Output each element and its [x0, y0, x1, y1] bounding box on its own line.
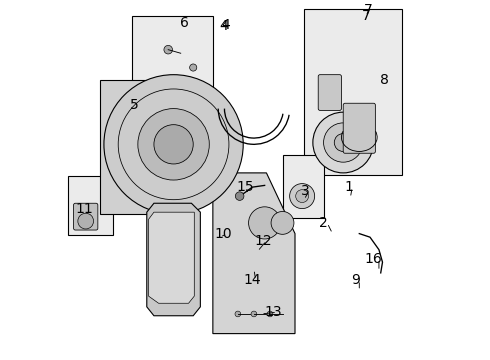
- Polygon shape: [213, 173, 295, 334]
- Text: 16: 16: [365, 252, 383, 266]
- Circle shape: [313, 112, 373, 173]
- Text: 4: 4: [221, 18, 230, 32]
- Circle shape: [235, 192, 244, 201]
- Text: 15: 15: [236, 180, 254, 194]
- Text: 9: 9: [351, 273, 360, 287]
- Text: 5: 5: [130, 98, 139, 112]
- Text: 8: 8: [380, 73, 389, 87]
- Circle shape: [104, 75, 243, 214]
- Circle shape: [190, 64, 197, 71]
- Circle shape: [248, 207, 281, 239]
- Circle shape: [78, 213, 94, 229]
- Text: 2: 2: [319, 216, 328, 230]
- Circle shape: [138, 109, 209, 180]
- Circle shape: [267, 311, 273, 317]
- Circle shape: [290, 184, 315, 208]
- Circle shape: [323, 123, 363, 162]
- Text: 12: 12: [254, 234, 271, 248]
- Text: 6: 6: [180, 16, 189, 30]
- FancyBboxPatch shape: [100, 80, 168, 214]
- FancyBboxPatch shape: [74, 203, 98, 230]
- FancyBboxPatch shape: [304, 9, 402, 175]
- Polygon shape: [147, 203, 200, 316]
- Circle shape: [334, 134, 352, 152]
- Text: 7: 7: [364, 3, 372, 17]
- Text: 3: 3: [301, 184, 310, 198]
- Circle shape: [271, 211, 294, 234]
- Text: 13: 13: [265, 305, 282, 319]
- FancyBboxPatch shape: [318, 75, 342, 111]
- Text: 1: 1: [344, 180, 353, 194]
- FancyBboxPatch shape: [68, 176, 113, 235]
- FancyBboxPatch shape: [132, 16, 213, 171]
- FancyBboxPatch shape: [283, 155, 323, 217]
- Text: 7: 7: [362, 9, 371, 23]
- Circle shape: [251, 311, 257, 317]
- Circle shape: [296, 190, 309, 203]
- Circle shape: [154, 125, 193, 164]
- FancyBboxPatch shape: [343, 103, 375, 153]
- Text: 10: 10: [215, 226, 232, 240]
- Text: 4: 4: [219, 19, 228, 33]
- Circle shape: [235, 311, 241, 317]
- Text: 11: 11: [75, 202, 93, 216]
- Text: 14: 14: [244, 273, 261, 287]
- Circle shape: [164, 45, 172, 54]
- Polygon shape: [148, 212, 194, 303]
